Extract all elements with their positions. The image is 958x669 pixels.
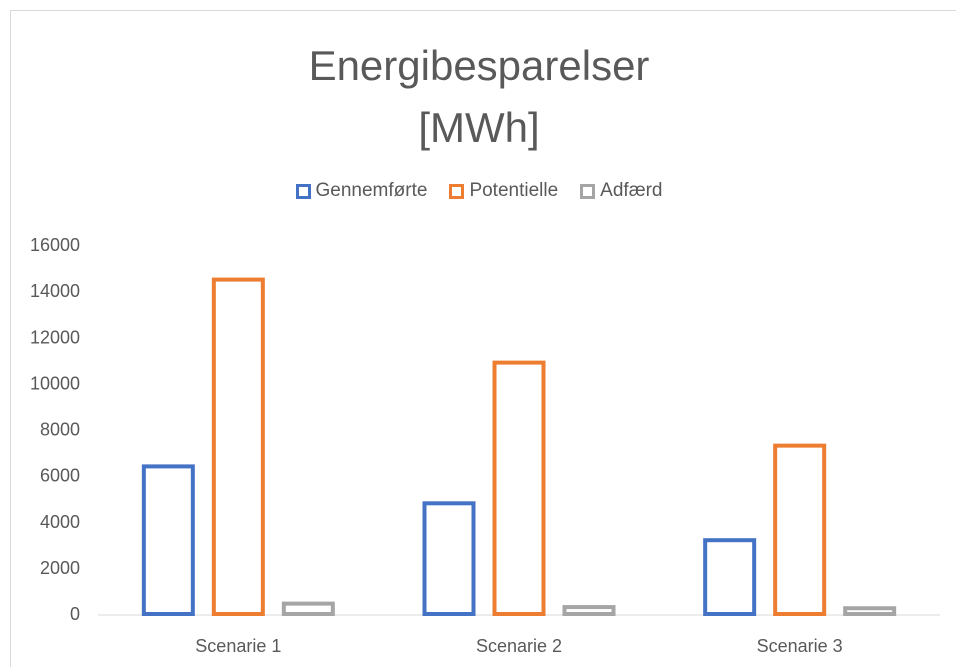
chart-title: Energibesparelser: [308, 42, 650, 89]
y-tick-label: 6000: [40, 466, 80, 486]
legend-item-adfaerd: Adfærd: [580, 180, 662, 202]
y-tick-label: 10000: [30, 373, 80, 393]
legend-swatch-potentielle: [449, 183, 465, 199]
y-tick-label: 16000: [30, 235, 80, 255]
chart-frame: [10, 10, 956, 667]
x-category-label: Scenarie 1: [195, 636, 281, 656]
x-category-label: Scenarie 2: [476, 636, 562, 656]
legend-label-gennemforte: Gennemførte: [315, 180, 428, 201]
legend-swatch-adfaerd: [580, 183, 596, 199]
legend-item-gennemforte: Gennemførte: [295, 180, 428, 202]
legend-item-potentielle: Potentielle: [449, 180, 558, 202]
bar-adf-rd-2: [562, 605, 616, 616]
bar-potentielle-1: [211, 277, 265, 616]
bar-adf-rd-1: [281, 601, 335, 617]
bar-potentielle-3: [773, 443, 827, 616]
y-tick-label: 8000: [40, 420, 80, 440]
y-tick-label: 2000: [40, 558, 80, 578]
bar-gennemf-rte-1: [141, 464, 195, 616]
chart-title-unit: [MWh]: [418, 104, 540, 151]
y-tick-label: 0: [70, 604, 80, 624]
legend-label-adfaerd: Adfærd: [600, 180, 663, 201]
bar-gennemf-rte-2: [422, 501, 476, 616]
bar-potentielle-2: [492, 360, 546, 616]
bar-gennemf-rte-3: [703, 538, 757, 617]
y-tick-label: 4000: [40, 512, 80, 532]
y-tick-label: 14000: [30, 281, 80, 301]
legend-swatch-gennemforte: [295, 183, 311, 199]
y-tick-label: 12000: [30, 327, 80, 347]
legend-label-potentielle: Potentielle: [469, 180, 559, 201]
bar-adf-rd-3: [843, 606, 897, 616]
legend: Gennemførte Potentielle Adfærd: [0, 180, 958, 202]
x-category-label: Scenarie 3: [757, 636, 843, 656]
